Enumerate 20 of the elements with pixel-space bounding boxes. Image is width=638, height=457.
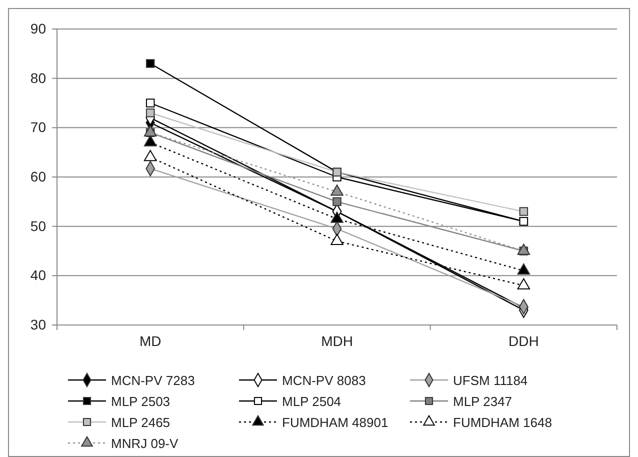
y-tick-label: 80 <box>30 70 46 86</box>
x-tick-label: MDH <box>321 333 353 349</box>
x-tick-label: DDH <box>508 333 539 349</box>
legend-label: MLP 2465 <box>111 415 170 430</box>
y-tick-label: 60 <box>30 168 46 184</box>
y-tick-label: 50 <box>30 218 46 234</box>
legend-label: UFSM 11184 <box>453 373 528 388</box>
y-tick-label: 40 <box>30 267 46 284</box>
legend-label: FUMDHAM 1648 <box>453 415 552 430</box>
y-tick-label: 90 <box>30 20 46 36</box>
legend-label: FUMDHAM 48901 <box>282 415 388 430</box>
legend-label: MLP 2347 <box>453 394 512 409</box>
legend-label: MLP 2503 <box>111 394 170 409</box>
legend-label: MNRJ 09-V <box>111 436 179 451</box>
legend-label: MCN-PV 7283 <box>111 373 195 388</box>
y-tick-label: 30 <box>30 316 46 332</box>
legend-label: MCN-PV 8083 <box>282 373 366 388</box>
y-tick-label: 70 <box>30 119 46 136</box>
legend-label: MLP 2504 <box>282 394 342 409</box>
x-tick-label: MD <box>139 333 162 349</box>
